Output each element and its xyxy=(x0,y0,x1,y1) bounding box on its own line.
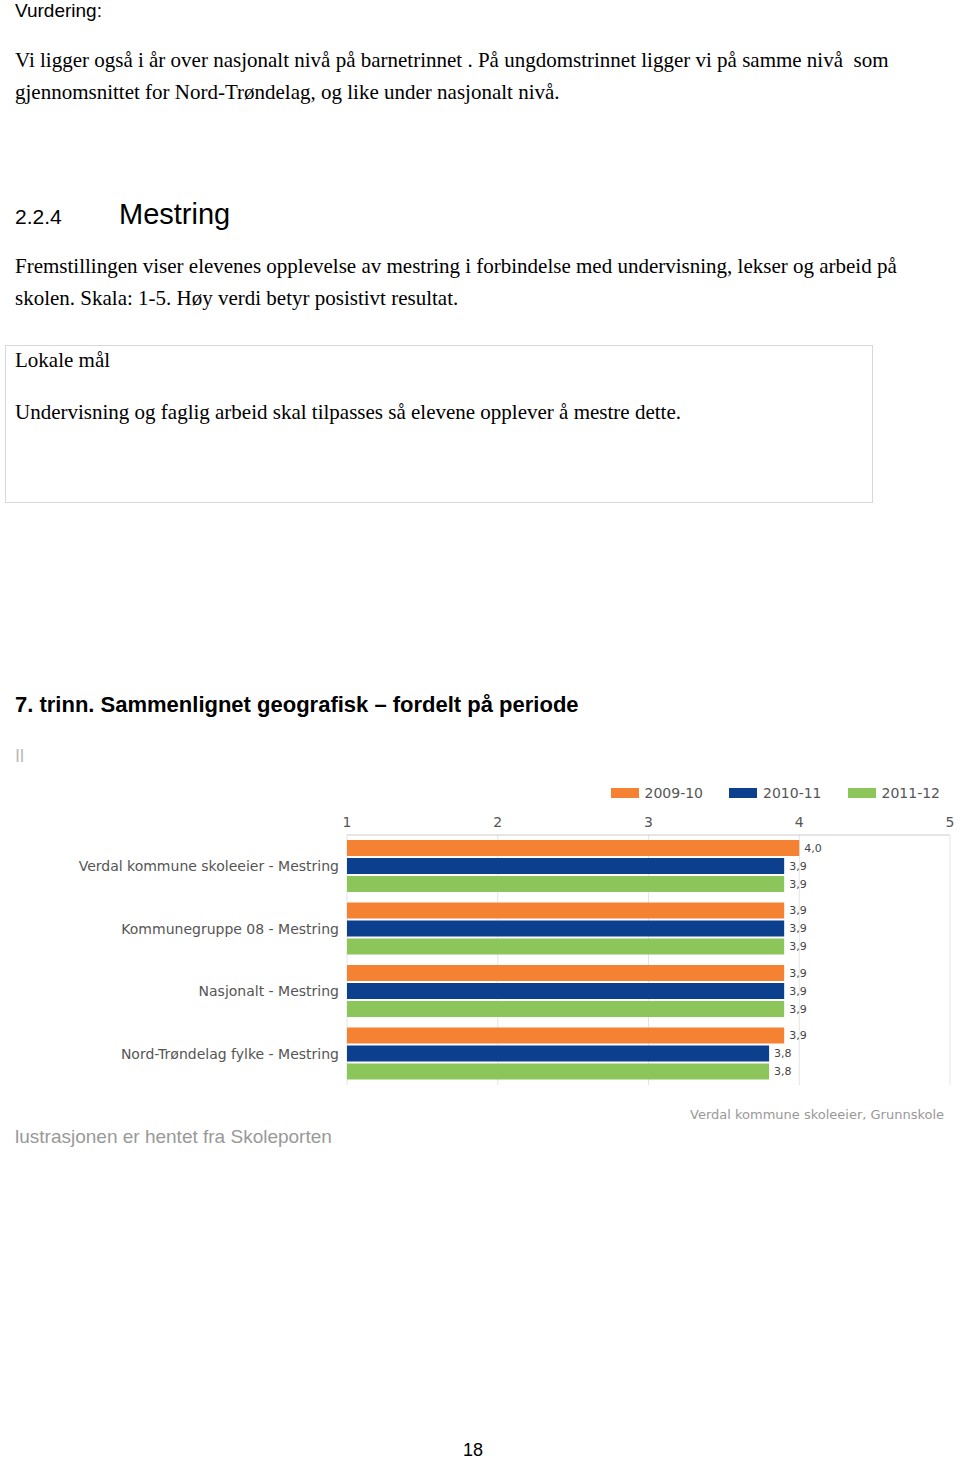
svg-text:3,8: 3,8 xyxy=(774,1047,792,1060)
svg-text:3,9: 3,9 xyxy=(789,985,807,998)
html-text:2.2.4: 2.2.4 xyxy=(15,205,62,228)
svg-text:Verdal kommune skoleeier - Mes: Verdal kommune skoleeier - Mestring xyxy=(79,858,339,874)
svg-text:3,9: 3,9 xyxy=(789,967,807,980)
html-text:Verdal kommune skoleeier, Grun: Verdal kommune skoleeier, Grunnskole xyxy=(690,1107,945,1122)
html-text:lustrasjonen er hentet fra Sko: lustrasjonen er hentet fra Skoleporten xyxy=(15,1126,332,1147)
html-text:Vi ligger også i år over nasjo: Vi ligger også i år over nasjonalt nivå … xyxy=(15,48,894,104)
html-text:2009-10: 2009-10 xyxy=(644,785,703,801)
svg-text:3,8: 3,8 xyxy=(774,1065,792,1078)
html-text:Mestring: Mestring xyxy=(119,198,231,230)
svg-text:4,0: 4,0 xyxy=(804,842,822,855)
html-text:2010-11: 2010-11 xyxy=(763,785,822,801)
html-text:Lokale mål: Lokale mål xyxy=(15,348,110,372)
svg-text:4: 4 xyxy=(795,814,804,830)
svg-text:3,9: 3,9 xyxy=(789,878,807,891)
svg-text:3,9: 3,9 xyxy=(789,904,807,917)
html-text:Undervisning og faglig arbeid: Undervisning og faglig arbeid skal tilpa… xyxy=(15,400,681,424)
html-text:Vurdering:: Vurdering: xyxy=(15,0,102,21)
svg-text:1: 1 xyxy=(343,814,352,830)
html-text:2011-12: 2011-12 xyxy=(881,785,940,801)
svg-text:Kommunegruppe 08 - Mestring: Kommunegruppe 08 - Mestring xyxy=(121,921,339,937)
svg-text:Nasjonalt - Mestring: Nasjonalt - Mestring xyxy=(199,983,339,999)
svg-text:5: 5 xyxy=(946,814,952,830)
html-text:7. trinn. Sammenlignet geograf: 7. trinn. Sammenlignet geografisk – ford… xyxy=(15,692,579,717)
svg-text:3,9: 3,9 xyxy=(789,1003,807,1016)
html-text:18: 18 xyxy=(463,1440,483,1460)
svg-text:3,9: 3,9 xyxy=(789,922,807,935)
svg-text:2: 2 xyxy=(493,814,502,830)
html-text:Il: Il xyxy=(15,746,24,766)
html-text:Fremstillingen viser elevenes: Fremstillingen viser elevenes opplevelse… xyxy=(15,254,897,310)
svg-text:Nord-Trøndelag fylke - Mestrin: Nord-Trøndelag fylke - Mestring xyxy=(121,1046,339,1062)
svg-text:3,9: 3,9 xyxy=(789,940,807,953)
svg-text:3,9: 3,9 xyxy=(789,860,807,873)
svg-text:3: 3 xyxy=(644,814,653,830)
svg-text:3,9: 3,9 xyxy=(789,1029,807,1042)
